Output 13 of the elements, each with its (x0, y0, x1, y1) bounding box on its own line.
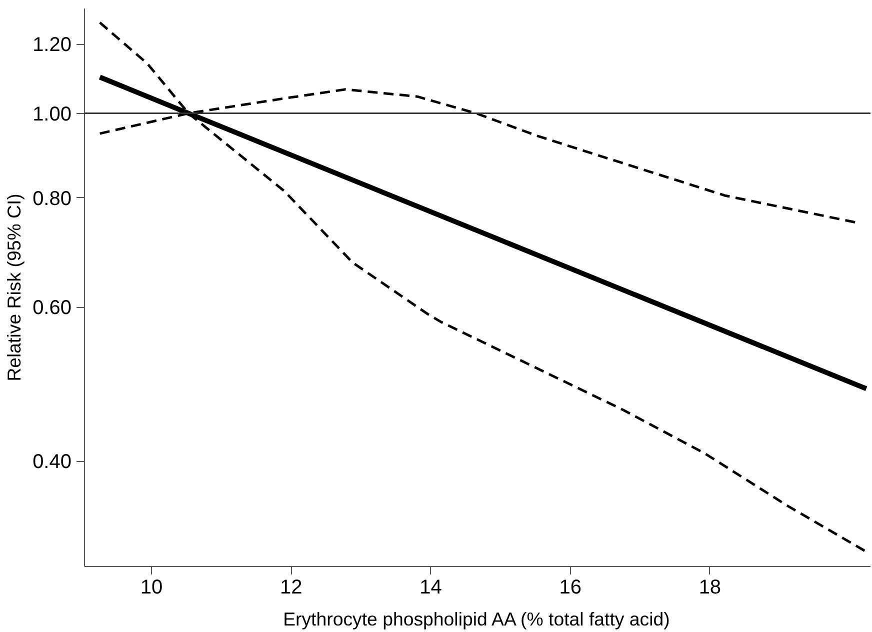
y-tick-label: 1.20 (32, 34, 72, 56)
y-tick-label: 1.00 (32, 103, 72, 126)
y-tick-label: 0.80 (32, 188, 72, 210)
line-series (98, 21, 868, 554)
x-tick-label: 16 (559, 576, 582, 598)
x-tick-label: 12 (280, 576, 302, 598)
x-tick-label: 10 (140, 576, 163, 598)
y-axis-title: Relative Risk (95% CI) (4, 194, 25, 382)
x-tick-label: 14 (420, 576, 442, 598)
y-tick-label: 0.40 (32, 451, 72, 474)
y-tick-label: 0.60 (32, 297, 72, 320)
x-tick-label: 18 (698, 576, 722, 598)
x-axis-title: Erythrocyte phospholipid AA (% total fatty acid) (283, 608, 670, 630)
